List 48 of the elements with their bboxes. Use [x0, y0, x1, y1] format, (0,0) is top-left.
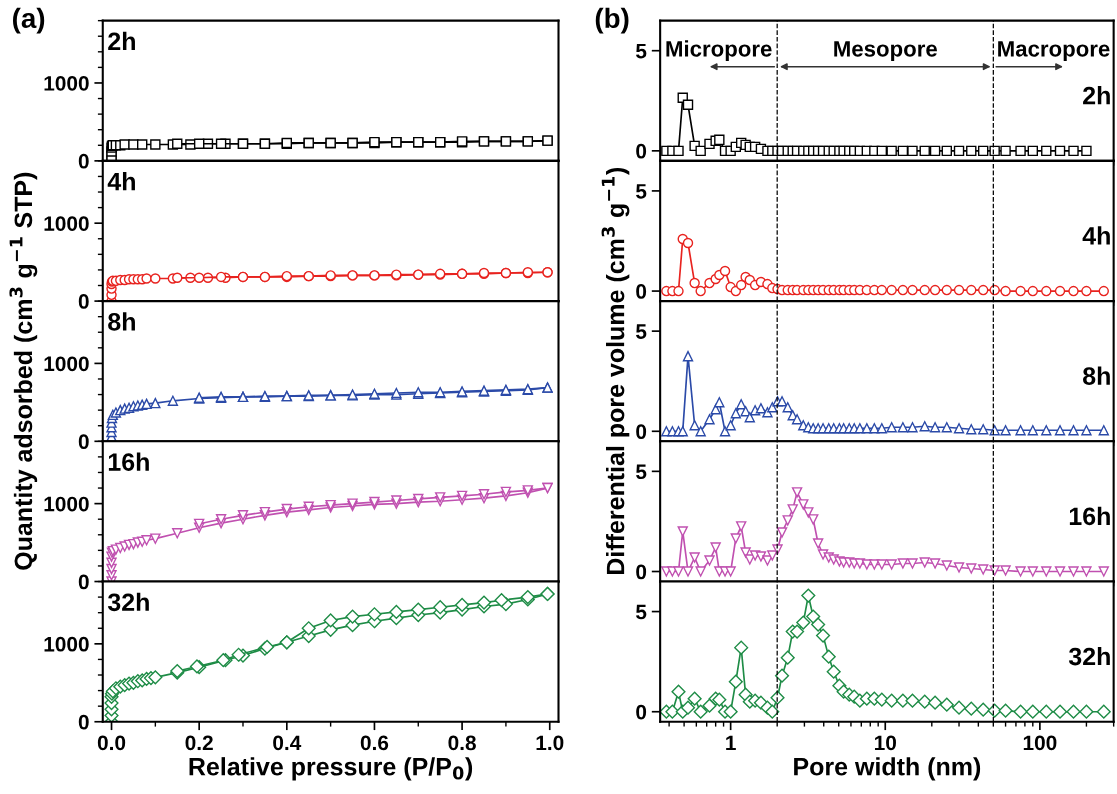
annotation: 2h	[108, 31, 135, 50]
y-tick-label: 0	[636, 284, 647, 299]
y-tick-label: 1000	[44, 356, 89, 372]
y-tick-label: 0	[636, 143, 647, 159]
annotation: 4h	[1082, 226, 1110, 245]
y-tick-label: 0	[78, 714, 89, 730]
y-tick-label: 1000	[44, 216, 89, 231]
y-axis-title: Quantity adsorbed (cm$^{3}$ g$^{−1}$ STP)	[9, 172, 38, 570]
annotation: Micropore	[666, 40, 772, 62]
annotation: 32h	[1068, 646, 1110, 666]
x-tick-label: 0.0	[97, 735, 126, 751]
annotation: 32h	[107, 592, 149, 612]
x-tick-label: 1.0	[536, 735, 564, 751]
x-axis-title: Pore width (nm)	[794, 757, 981, 781]
x-tick-label: 0.6	[360, 735, 389, 751]
y-tick-label: 1000	[44, 636, 89, 652]
y-axis-title: Differential pore volume (cm$^{3}$ g$^{−1}$)	[601, 167, 630, 575]
x-tick-label: 10	[874, 735, 896, 751]
x-tick-label: 0.8	[448, 735, 476, 751]
annotation: Mesopore	[834, 41, 937, 62]
y-tick-label: 0	[78, 574, 89, 590]
chart-title: (a)	[13, 7, 45, 34]
y-tick-label: 0	[636, 704, 647, 720]
annotation: 16h	[108, 452, 149, 471]
y-tick-label: 1000	[44, 75, 89, 91]
y-tick-label: 5	[636, 464, 647, 480]
chart-title: (b)	[595, 7, 629, 34]
y-tick-label: 5	[636, 324, 647, 339]
y-tick-label: 5	[636, 184, 647, 199]
x-tick-label: 1	[726, 735, 736, 751]
annotation: 16h	[1069, 506, 1110, 526]
y-tick-label: 5	[636, 43, 647, 59]
annotation: 8h	[1083, 366, 1110, 385]
x-tick-label: 0.2	[185, 735, 213, 751]
x-axis-title: Relative pressure (P/P$_{0}$)	[189, 757, 473, 781]
annotation: 8h	[108, 312, 135, 331]
annotation: Macropore	[998, 41, 1110, 62]
y-tick-label: 0	[78, 294, 89, 309]
annotation: 2h	[1083, 86, 1110, 105]
y-tick-label: 0	[78, 434, 89, 450]
annotation: 4h	[107, 172, 135, 191]
y-tick-label: 5	[636, 604, 647, 620]
x-tick-label: 100	[1023, 735, 1057, 751]
y-tick-label: 0	[636, 564, 647, 580]
y-tick-label: 0	[636, 424, 647, 440]
y-tick-label: 0	[78, 153, 89, 169]
y-tick-label: 1000	[44, 496, 89, 512]
x-tick-label: 0.4	[273, 735, 302, 751]
